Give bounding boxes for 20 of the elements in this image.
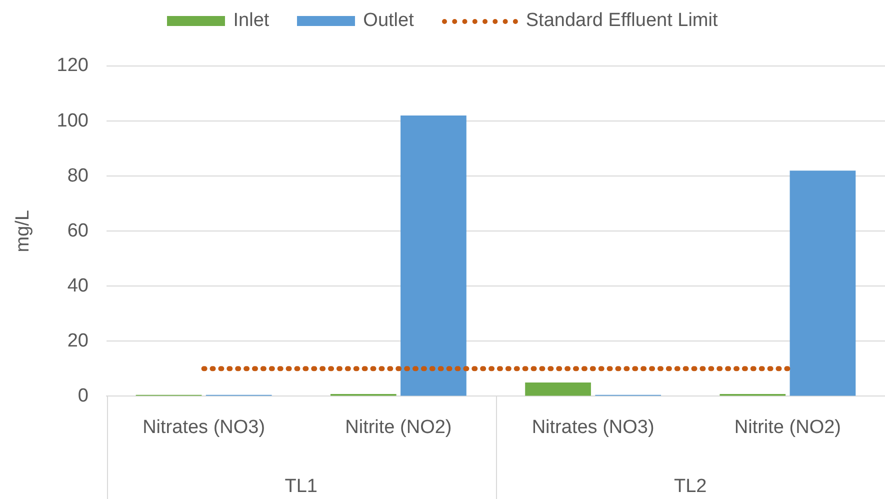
x-tick-label: Nitrite (NO2) (345, 416, 452, 438)
bar (525, 382, 591, 396)
y-tick-label: 20 (67, 330, 88, 352)
y-tick-label: 80 (67, 165, 88, 186)
y-axis-title: mg/L (12, 210, 34, 252)
text: TL2 (674, 476, 707, 498)
y-tick-label: 120 (56, 55, 88, 76)
y-tick-label: 60 (67, 220, 88, 242)
legend-label: Inlet (233, 10, 270, 32)
legend-label: Outlet (363, 10, 414, 32)
bar (790, 170, 856, 396)
y-tick-label: 100 (56, 110, 88, 132)
y-tick-label: 0 (78, 385, 88, 406)
x-tick-label: Nitrates (NO3) (532, 416, 654, 438)
x-tick-label: Nitrates (NO3) (142, 416, 266, 438)
bar (400, 116, 466, 396)
text: TL1 (284, 476, 318, 498)
legend-label: Standard Effluent Limit (526, 10, 718, 32)
y-tick-label: 40 (67, 275, 88, 296)
x-tick-label: Nitrite (NO2) (734, 416, 841, 438)
